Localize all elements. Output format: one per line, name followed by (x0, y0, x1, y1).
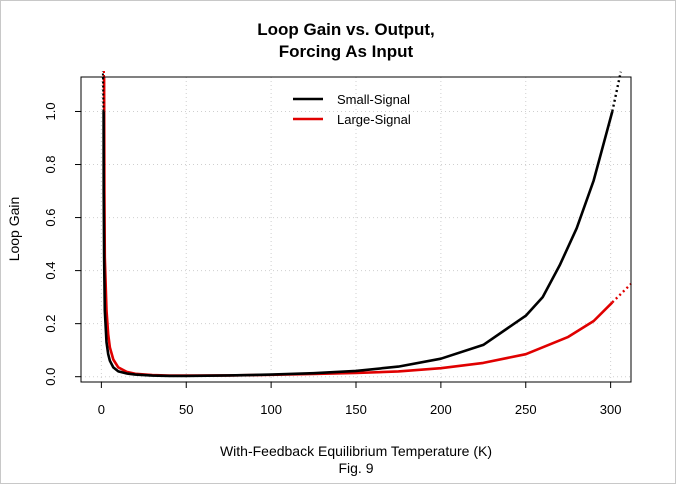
series-extension-small-signal (611, 71, 622, 112)
x-tick-label-5: 250 (515, 402, 537, 417)
y-tick-label-4: 0.8 (43, 155, 58, 173)
y-tick-label-0: 0.0 (43, 368, 58, 386)
x-tick-label-3: 150 (345, 402, 367, 417)
y-tick-label-3: 0.6 (43, 209, 58, 227)
figure-caption: Fig. 9 (338, 460, 373, 476)
chart-title-line-2: Forcing As Input (279, 42, 414, 61)
grid (81, 77, 631, 382)
x-tick-label-6: 300 (600, 402, 622, 417)
x-axis-label: With-Feedback Equilibrium Temperature (K… (220, 443, 492, 459)
y-tick-label-5: 1.0 (43, 102, 58, 120)
curves (101, 70, 632, 378)
x-tick-label-4: 200 (430, 402, 452, 417)
legend-label-large-signal: Large-Signal (337, 112, 411, 127)
legend-label-small-signal: Small-Signal (337, 92, 410, 107)
chart-title-line-1: Loop Gain vs. Output, (257, 20, 435, 39)
series-line-small-signal (102, 111, 614, 378)
x-tick-label-2: 100 (260, 402, 282, 417)
x-axis: 0 50 100 150 200 250 300 (98, 382, 622, 417)
y-axis-label: Loop Gain (6, 197, 22, 262)
y-tick-label-2: 0.4 (43, 262, 58, 280)
y-axis: 0.0 0.2 0.4 0.6 0.8 1.0 (43, 102, 81, 386)
legend: Small-Signal Large-Signal (293, 92, 411, 127)
series-top-extension-small-signal (101, 70, 105, 112)
y-tick-label-1: 0.2 (43, 315, 58, 333)
x-tick-label-0: 0 (98, 402, 105, 417)
series-extension-large-signal (611, 283, 632, 304)
x-tick-label-1: 50 (179, 402, 193, 417)
